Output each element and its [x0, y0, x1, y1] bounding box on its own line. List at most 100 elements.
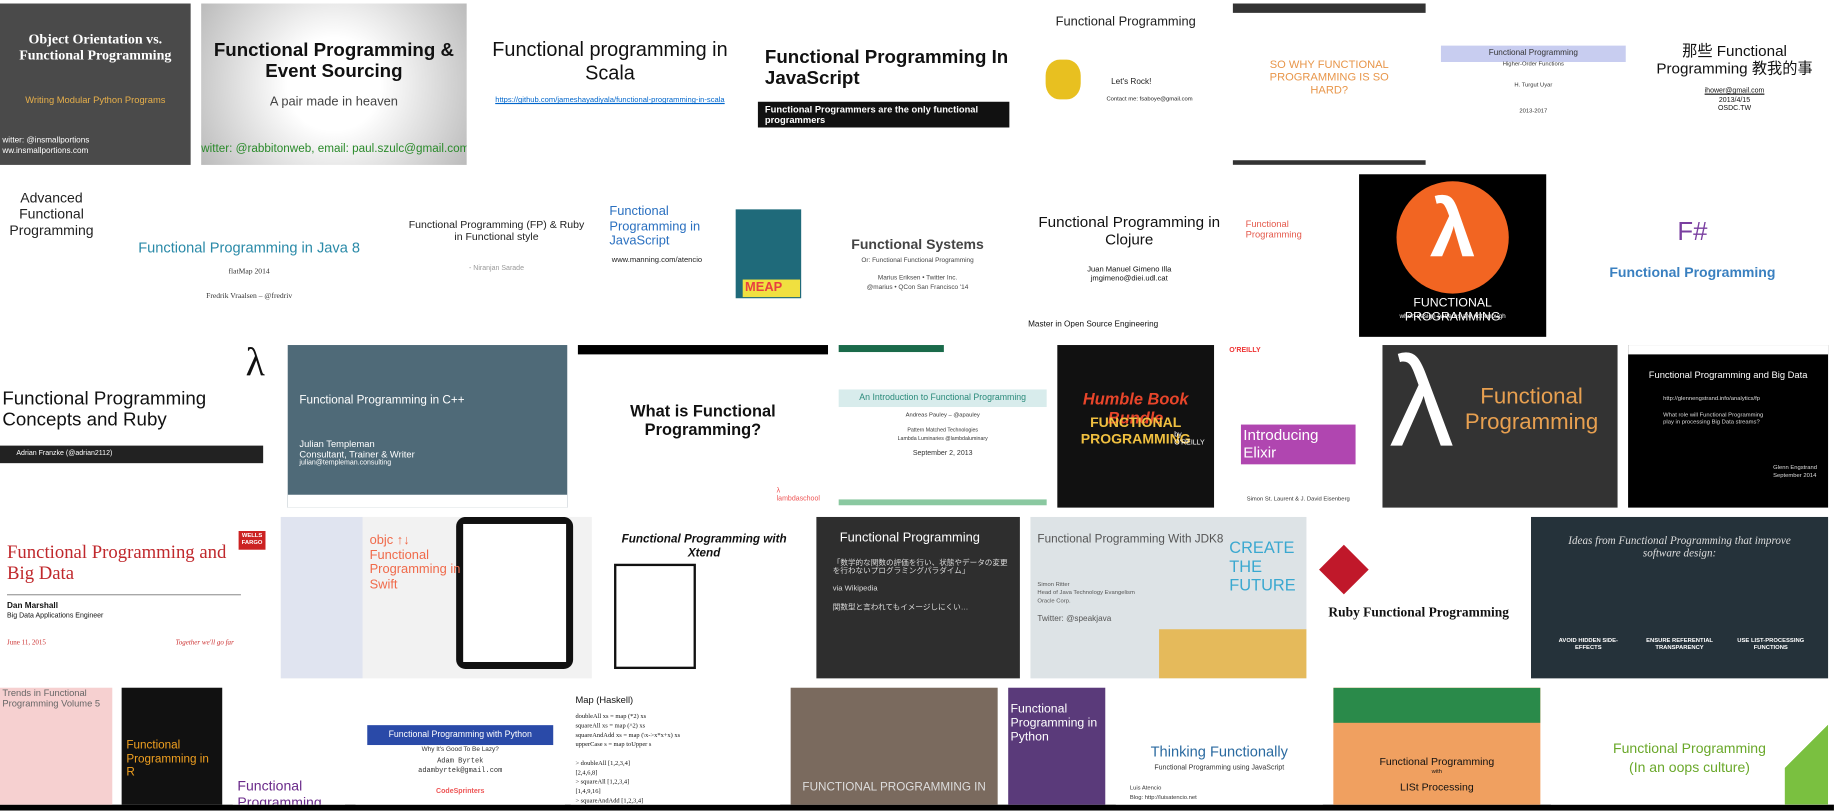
thumbnail-text: - Niranjan Sarade [468, 265, 524, 273]
thumbnail-text: @marius • QCon San Francisco '14 [866, 284, 969, 292]
result-thumbnail[interactable]: SO WHY FUNCTIONAL PROGRAMMING IS SO HARD… [1232, 3, 1426, 165]
thumbnail-text: julian@templeman.consulting [299, 459, 392, 467]
thumbnail-text: Simon Ritter [1037, 581, 1070, 589]
result-thumbnail[interactable]: Functional Programming in Python [1008, 687, 1106, 805]
thumbnail-text: Functional Programming (FP) & Ruby in Fu… [408, 218, 585, 243]
thumbnail-graphic [838, 499, 1047, 506]
thumbnail-text: (In an oops culture) [1629, 759, 1750, 776]
result-thumbnail[interactable]: Functional Programming & Event Sourcing A… [201, 3, 467, 165]
thumbnail-text: ihower@gmail.com [1704, 87, 1765, 95]
thumbnail-text: Contact me: fsaboye@gmail.com [1106, 95, 1193, 103]
thumbnail-graphic [838, 345, 944, 353]
result-thumbnail[interactable]: Functional Programming in Clojure Juan Ma… [1028, 174, 1231, 337]
thumbnail-text: [1,4,9,16] [575, 788, 601, 796]
thumbnail-text: Julian Templeman [299, 438, 375, 450]
thumbnail-text: upperCase s = map toUpper s [575, 741, 652, 749]
thumbnail-text: CREATE THE FUTURE [1229, 538, 1296, 595]
thumbnail-text: Functional Programming in Python [1010, 701, 1098, 745]
thumbnail-text: F# [1677, 216, 1708, 246]
thumbnail-text: September 2, 2013 [912, 450, 973, 458]
result-thumbnail[interactable]: O'REILLY Introducing Elixir Simon St. Laur… [1224, 345, 1372, 508]
result-thumbnail[interactable]: Functional Programming 「数学的な関数の評価を行い、状態やデ… [816, 516, 1020, 679]
thumbnail-text: via Wikipedia [832, 584, 878, 593]
thumbnail-text: 2013/4/15 [1718, 97, 1751, 105]
thumbnail-text: Functional Programming and Big Data [1648, 369, 1808, 381]
thumbnail-text: Twitter: @speakjava [1037, 615, 1112, 624]
bottom-bar [0, 804, 1834, 811]
thumbnail-text: http://glennengstrand.info/analytics/fp [1663, 395, 1761, 403]
result-thumbnail[interactable]: Functional Programming in R [121, 687, 223, 805]
result-thumbnail[interactable]: λ FUNCTIONAL PROGRAMMING when design patte… [1359, 174, 1547, 337]
thumbnail-text: A pair made in heaven [269, 94, 398, 109]
thumbnail-text: by O'REILLY [1174, 431, 1205, 447]
thumbnail-text: June 11, 2015 [7, 639, 46, 647]
thumbnail-graphic [463, 523, 567, 662]
result-thumbnail[interactable]: Humble Book Bundle FUNCTIONAL PROGRAMMING… [1057, 345, 1215, 508]
result-thumbnail[interactable]: Functional Programming (FP) & Ruby in Fu… [396, 174, 597, 337]
result-thumbnail[interactable]: λ Functional Programming Concepts and Rub… [0, 345, 278, 508]
result-thumbnail[interactable]: Advanced Functional Programming [0, 174, 103, 337]
thumbnail-text: λ lambdaschool [776, 487, 820, 503]
result-thumbnail[interactable]: Functional Programming with Xtend [602, 516, 806, 679]
thumbnail-text: 2013-2017 [1519, 107, 1548, 115]
result-thumbnail[interactable]: Ideas from Functional Programming that i… [1531, 516, 1829, 679]
thumbnail-text: Big Data Applications Engineer [7, 612, 104, 620]
result-thumbnail[interactable]: An Introduction to Functional Programmin… [838, 345, 1047, 508]
thumbnail-text: Functional Programming [1440, 45, 1626, 63]
thumbnail-text: Functional Programming in C++ [299, 394, 465, 408]
result-thumbnail[interactable]: Functional Programming with LISt Processin… [1333, 687, 1541, 805]
result-thumbnail[interactable]: Functional Programming In JavaScript Func… [753, 3, 1019, 165]
thumbnail-text: Functional Programming in Java 8 [138, 239, 361, 257]
thumbnail-text: 「数学的な関数の評価を行い、状態やデータの変更を行わないプログラミングパラダイム… [832, 559, 1008, 576]
result-thumbnail[interactable]: Functional Programming in C++ Julian Temp… [287, 345, 568, 508]
result-thumbnail[interactable]: Ruby Functional Programming [1316, 516, 1521, 679]
thumbnail-graphic [1159, 629, 1307, 679]
result-thumbnail[interactable]: What is Functional Programming? λ lambdas… [577, 345, 829, 508]
thumbnail-text: Glenn Engstrand [1773, 464, 1818, 472]
result-thumbnail[interactable]: Functional Programming With JDK8 Simon Ri… [1030, 516, 1307, 679]
thumbnail-text: [2,4,6,8] [575, 769, 598, 777]
result-thumbnail[interactable]: Map (Haskell) doubleAll xs = map (*2) xs s… [570, 687, 781, 805]
result-thumbnail[interactable]: Functional Programming (In an oops cultur… [1550, 687, 1829, 805]
thumbnail-text: Functional Programming & Event Sourcing [213, 40, 455, 83]
result-thumbnail[interactable]: Object Orientation vs. Functional Progra… [0, 3, 191, 165]
thumbnail-text: Functional Programming With JDK8 [1037, 533, 1224, 547]
thumbnail-text: OSDC.TW [1717, 105, 1752, 113]
thumbnail-text: Oracle Corp. [1037, 597, 1071, 605]
result-thumbnail[interactable]: Functional Programming in Java 8 flatMap … [112, 174, 386, 337]
result-thumbnail[interactable]: FUNCTIONAL PROGRAMMING IN [790, 687, 998, 805]
result-thumbnail[interactable]: Functional Systems Or: Functional Functio… [817, 174, 1018, 337]
thumbnail-graphic [1232, 3, 1426, 13]
thumbnail-graphic [280, 516, 363, 679]
result-thumbnail[interactable]: λ Functional Programming [1382, 345, 1618, 508]
thumbnail-text: Functional Programming [1464, 384, 1599, 435]
thumbnail-text: What is Functional Programming? [630, 401, 776, 439]
result-thumbnail[interactable]: Functional Programming Let's Rock! Contact… [1029, 3, 1223, 165]
result-thumbnail[interactable]: F# Functional Programming [1556, 174, 1829, 337]
result-thumbnail[interactable]: Functional Programming [232, 687, 346, 805]
result-thumbnail[interactable]: Functional programming in Scala https://g… [477, 3, 743, 165]
thumbnail-text: Functional Programming in R [126, 739, 209, 779]
thumbnail-text: Higher-Order Functions [1502, 60, 1564, 68]
thumbnail-text: λ [1429, 182, 1476, 274]
result-thumbnail[interactable]: Thinking Functionally Functional Programm… [1115, 687, 1323, 805]
result-thumbnail[interactable]: Functional Programming and Big Data http:… [1628, 345, 1829, 508]
thumbnail-text: USE LIST-PROCESSING FUNCTIONS [1737, 637, 1805, 652]
thumbnail-text: September 2014 [1773, 472, 1817, 480]
thumbnail-text: Functional Programming in Clojure [1038, 212, 1221, 248]
result-thumbnail[interactable]: objc ↑↓ Functional Programming in Swift [280, 516, 592, 679]
thumbnail-text: Object Orientation vs. Functional Progra… [19, 30, 172, 63]
thumbnail-text: Juan Manuel Gimeno Illa [1087, 265, 1172, 274]
result-thumbnail[interactable]: 那些 Functional Programming 教我的事 ihower@gma… [1640, 3, 1829, 165]
thumbnail-text: Functional Programming [1245, 218, 1302, 240]
result-thumbnail[interactable]: Functional Programming Higher-Order Funct… [1436, 3, 1631, 165]
result-thumbnail[interactable]: Functional Programming [1240, 174, 1349, 337]
result-thumbnail[interactable]: Functional Programming in JavaScript www.… [607, 174, 808, 337]
thumbnail-text: Or: Functional Functional Programming [861, 257, 974, 265]
result-thumbnail[interactable]: WELLS FARGO Functional Programming and Bi… [0, 516, 271, 679]
result-thumbnail[interactable]: Functional Programming with Python Why It… [355, 687, 565, 805]
thumbnail-graphic [1628, 345, 1829, 355]
result-thumbnail[interactable]: Trends in Functional Programming Volume … [0, 687, 113, 805]
thumbnail-text: What role will Functional Programming pl… [1663, 411, 1764, 426]
